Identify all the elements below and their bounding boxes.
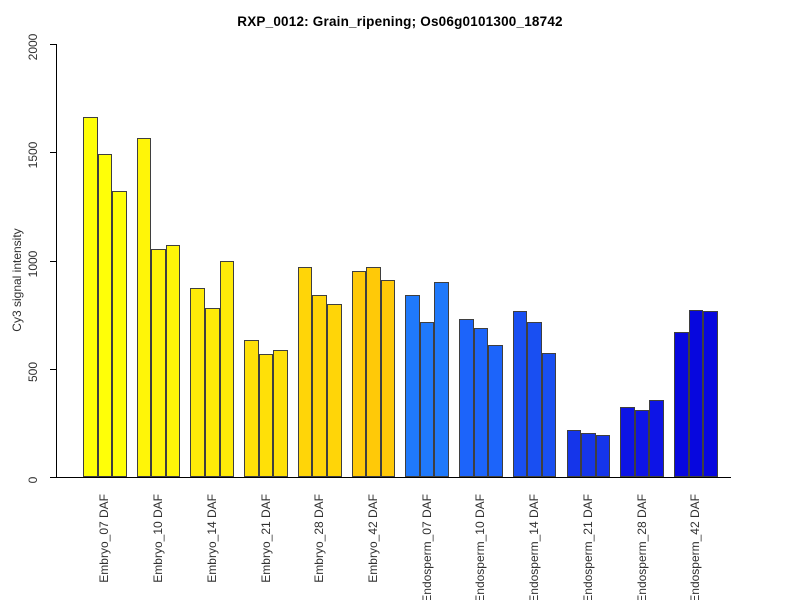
x-category-label-text: Endosperm_21 DAF bbox=[580, 494, 595, 600]
bar bbox=[649, 400, 664, 477]
x-category-label-text: Embryo_07 DAF bbox=[97, 494, 112, 583]
bar bbox=[512, 311, 528, 477]
y-tick-mark bbox=[50, 260, 56, 262]
bar bbox=[595, 434, 611, 477]
chart-title: RXP_0012: Grain_ripening; Os06g0101300_1… bbox=[237, 14, 563, 29]
x-category-label-text: Embryo_10 DAF bbox=[151, 494, 166, 583]
bar bbox=[244, 339, 259, 477]
bar bbox=[703, 311, 718, 477]
bar bbox=[205, 308, 220, 477]
bar bbox=[312, 295, 328, 477]
x-category-label-text: Endosperm_14 DAF bbox=[527, 494, 542, 600]
y-tick-mark bbox=[50, 368, 56, 370]
y-tick-label-text: 1000 bbox=[26, 250, 40, 277]
bar bbox=[473, 327, 489, 477]
bar bbox=[541, 352, 557, 477]
bar bbox=[674, 331, 689, 477]
bar bbox=[97, 154, 113, 477]
y-axis-line bbox=[56, 44, 58, 477]
bar bbox=[190, 287, 205, 477]
bar bbox=[488, 344, 503, 477]
bar bbox=[219, 260, 235, 477]
x-category-label-text: Embryo_21 DAF bbox=[258, 494, 273, 583]
bar bbox=[83, 116, 98, 477]
x-category-label-text: Embryo_14 DAF bbox=[204, 494, 219, 583]
y-tick-label-text: 0 bbox=[26, 476, 40, 484]
x-category-label-text: Endosperm_07 DAF bbox=[419, 494, 434, 600]
x-axis-line bbox=[56, 477, 731, 479]
bar bbox=[258, 353, 274, 477]
x-category-label-text: Embryo_28 DAF bbox=[312, 494, 327, 583]
x-category-label-text: Endosperm_28 DAF bbox=[634, 494, 649, 600]
x-category-label-text: Endosperm_42 DAF bbox=[688, 494, 703, 600]
y-axis-title-text: Cy3 signal intensity bbox=[10, 228, 24, 332]
bar bbox=[366, 266, 381, 477]
y-tick-label-text: 2000 bbox=[26, 33, 40, 61]
x-category-label-text: Embryo_42 DAF bbox=[365, 494, 380, 583]
y-tick-mark bbox=[50, 477, 56, 479]
bar bbox=[688, 310, 704, 477]
y-tick-label-text: 500 bbox=[26, 361, 40, 382]
bar bbox=[419, 322, 435, 477]
bar bbox=[527, 322, 542, 477]
bar bbox=[459, 318, 474, 477]
y-tick-mark bbox=[50, 152, 56, 154]
bar bbox=[112, 191, 127, 477]
y-tick-label-text: 1500 bbox=[26, 141, 40, 169]
bar bbox=[351, 271, 367, 477]
y-tick-mark bbox=[50, 44, 56, 46]
bar bbox=[566, 430, 582, 477]
x-category-label-text: Endosperm_10 DAF bbox=[473, 494, 488, 600]
bar bbox=[581, 432, 596, 477]
bar bbox=[273, 350, 288, 477]
bar bbox=[136, 138, 152, 477]
bar bbox=[620, 406, 635, 477]
bar bbox=[165, 245, 181, 477]
bar bbox=[297, 266, 313, 477]
bar bbox=[380, 279, 396, 477]
bar bbox=[405, 295, 420, 477]
bar bbox=[434, 282, 450, 477]
bar bbox=[151, 248, 166, 477]
bar bbox=[327, 303, 342, 477]
bar bbox=[634, 409, 650, 477]
